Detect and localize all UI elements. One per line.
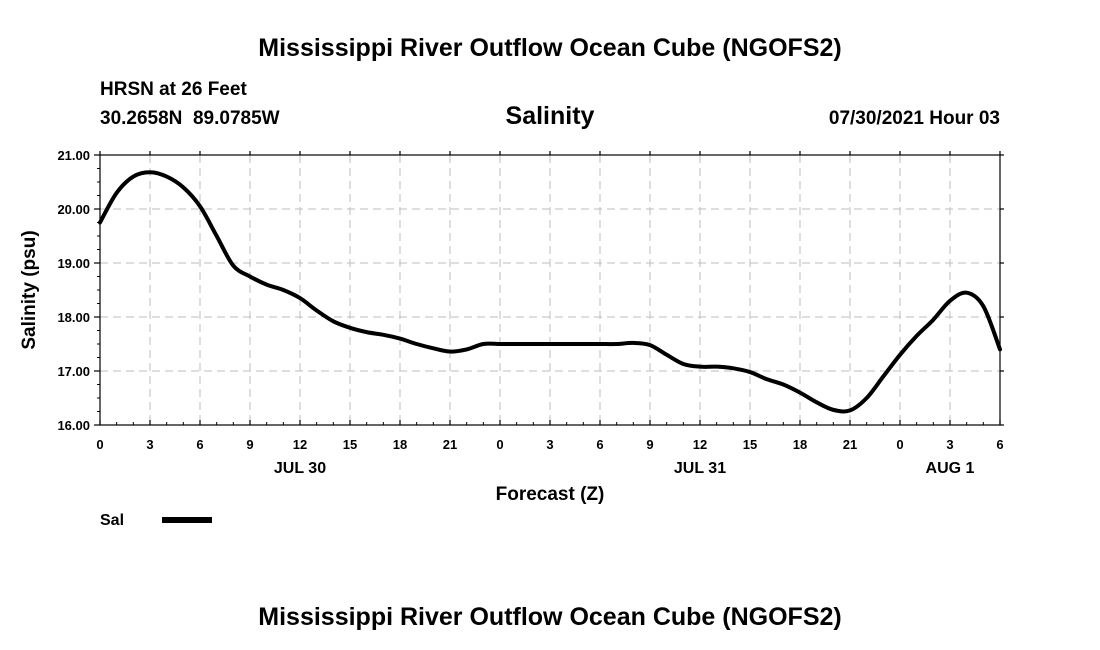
x-tick-label: 6 [596,437,603,452]
legend: Sal [100,512,212,529]
y-tick-label: 17.00 [57,364,90,379]
x-tick-label: 6 [996,437,1003,452]
tick-labels: 16.00 17.00 18.00 19.00 20.00 21.00 0 3 6 9 12 15 18… [57,148,1003,477]
date-label: JUL 30 [274,460,326,477]
y-tick-label: 19.00 [57,256,90,271]
grid-lines [100,155,1000,425]
chart-title: Salinity [506,102,595,130]
axis-ticks [94,151,1004,426]
y-tick-label: 21.00 [57,148,90,163]
station-label: HRSN at 26 Feet [100,79,247,100]
main-title: Mississippi River Outflow Ocean Cube (NG… [258,34,841,62]
x-tick-label: 0 [96,437,103,452]
x-tick-label: 18 [393,437,407,452]
y-tick-label: 20.00 [57,202,90,217]
x-tick-label: 21 [843,437,857,452]
x-tick-label: 9 [646,437,653,452]
x-tick-label: 3 [146,437,153,452]
x-tick-label: 15 [743,437,757,452]
x-tick-label: 0 [896,437,903,452]
date-label: JUL 31 [674,460,726,477]
x-tick-label: 3 [946,437,953,452]
x-tick-label: 12 [693,437,707,452]
y-axis-label: Salinity (psu) [19,230,40,349]
x-tick-label: 3 [546,437,553,452]
x-axis-label: Forecast (Z) [496,484,605,505]
series-line-sal [98,170,1002,414]
y-tick-label: 18.00 [57,310,90,325]
y-tick-label: 16.00 [57,418,90,433]
x-tick-label: 0 [496,437,503,452]
x-tick-label: 9 [246,437,253,452]
legend-label-sal: Sal [100,512,124,529]
x-tick-label: 15 [343,437,357,452]
x-tick-label: 21 [443,437,457,452]
footer-title: Mississippi River Outflow Ocean Cube (NG… [258,603,841,631]
coordinates-label: 30.2658N 89.0785W [100,108,280,129]
forecast-timestamp: 07/30/2021 Hour 03 [829,108,1000,129]
date-label: AUG 1 [926,460,975,477]
x-tick-label: 18 [793,437,807,452]
x-tick-label: 12 [293,437,307,452]
x-tick-label: 6 [196,437,203,452]
